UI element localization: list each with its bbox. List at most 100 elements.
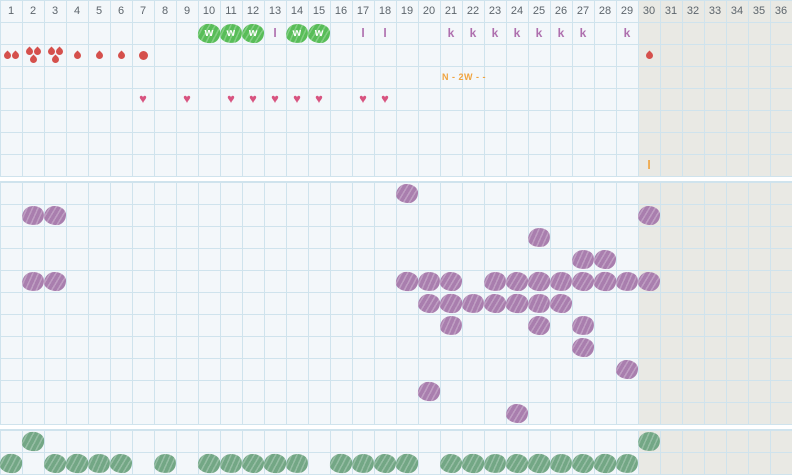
day-header: 16 (334, 5, 348, 17)
w-glyph: w (226, 26, 236, 39)
spot-icon (138, 50, 148, 60)
after-cycle-strip (638, 0, 792, 176)
purple-scribble-icon (395, 182, 419, 204)
letter-k-mark: k (462, 22, 484, 44)
purple-scribble-icon (21, 270, 45, 292)
day-header: 27 (576, 5, 590, 17)
sage-scribble-icon (483, 452, 507, 474)
sage-scribble-icon (505, 452, 529, 474)
green-scribble-mark (483, 452, 507, 474)
purple-scribble-icon (615, 358, 639, 380)
green-scribble-mark (527, 452, 551, 474)
day-header: 22 (466, 5, 480, 17)
green-scribble-mark (461, 452, 485, 474)
after-cycle-strip (638, 182, 792, 424)
drops-group (69, 50, 86, 60)
day-header: 4 (73, 5, 81, 17)
purple-scribble-mark (549, 270, 573, 292)
flow-drops-3-mark (22, 44, 44, 66)
drop-icon (50, 54, 60, 64)
purple-scribble-icon (505, 293, 529, 313)
purple-scribble-icon (549, 270, 573, 292)
heart-icon: ♥ (227, 91, 235, 106)
day-header: 10 (202, 5, 216, 17)
purple-scribble-mark (593, 270, 617, 292)
drops-group (46, 46, 64, 64)
green-scribble-mark (21, 430, 45, 452)
green-scribble-mark (571, 452, 595, 474)
sage-scribble-icon (109, 452, 133, 474)
mucus-w-mark: w (219, 22, 243, 44)
purple-scribble-mark (439, 292, 463, 314)
sage-scribble-icon (197, 453, 221, 473)
purple-scribble-icon (439, 270, 463, 292)
letter-k-mark: k (616, 22, 638, 44)
purple-scribble-mark (461, 292, 485, 314)
purple-scribble-mark (417, 292, 441, 314)
purple-scribble-mark (615, 270, 639, 292)
letter-glyph: l (273, 26, 277, 40)
section-middle (0, 181, 792, 425)
green-scribble-icon: w (197, 23, 221, 43)
purple-scribble-icon (461, 292, 485, 314)
purple-scribble-icon (483, 270, 507, 292)
green-scribble-mark (637, 430, 661, 452)
purple-scribble-mark (21, 270, 45, 292)
day-header: 33 (708, 5, 722, 17)
green-scribble-mark (109, 452, 133, 474)
green-scribble-icon: w (307, 22, 331, 44)
flow-drops-1-mark (110, 44, 132, 66)
day-header: 2 (29, 5, 37, 17)
drop-icon (2, 50, 12, 60)
day-header: 32 (686, 5, 700, 17)
purple-scribble-icon (571, 270, 595, 292)
green-scribble-mark (351, 452, 375, 474)
heart-icon: ♥ (293, 91, 301, 106)
mucus-w-mark: w (197, 22, 221, 44)
letter-glyph: k (469, 26, 477, 40)
purple-scribble-mark (527, 314, 551, 336)
letter-k-mark: k (528, 22, 550, 44)
sage-scribble-icon (241, 452, 265, 474)
green-scribble-icon: w (241, 22, 265, 44)
day-header: 36 (774, 5, 788, 17)
green-scribble-mark (549, 452, 573, 474)
purple-scribble-mark (483, 292, 507, 314)
purple-scribble-mark (395, 182, 419, 204)
intimacy-heart-mark: ♥ (374, 88, 396, 110)
day-header: 20 (422, 5, 436, 17)
after-cycle-strip (638, 430, 792, 474)
purple-scribble-mark (43, 270, 67, 292)
sage-scribble-icon (571, 452, 595, 474)
w-glyph: w (204, 26, 214, 39)
orange-l-mark: l (638, 154, 660, 176)
letter-k-mark: k (440, 22, 462, 44)
purple-scribble-icon (417, 381, 441, 401)
letter-l-mark: l (374, 22, 396, 44)
intimacy-heart-mark: ♥ (286, 88, 308, 110)
day-header: 11 (225, 5, 237, 17)
purple-scribble-icon (593, 248, 617, 270)
green-scribble-mark (329, 452, 353, 474)
day-header: 25 (532, 5, 546, 17)
letter-l-mark: l (352, 22, 374, 44)
green-scribble-mark (43, 452, 67, 474)
letter-k-mark: k (572, 22, 594, 44)
sage-scribble-icon (395, 453, 419, 473)
intimacy-heart-mark: ♥ (132, 88, 154, 110)
day-header: 34 (730, 5, 744, 17)
green-scribble-mark (263, 452, 287, 474)
drop-icon (10, 50, 20, 60)
day-header: 35 (752, 5, 766, 17)
day-header: 28 (598, 5, 612, 17)
green-scribble-mark (285, 452, 309, 474)
green-scribble-mark (87, 452, 111, 474)
purple-scribble-mark (505, 270, 529, 292)
flow-drops-1-mark (66, 44, 88, 66)
purple-scribble-icon (637, 270, 661, 292)
sage-scribble-icon (549, 452, 573, 474)
purple-scribble-icon (527, 314, 551, 336)
sage-scribble-icon (21, 431, 45, 451)
green-scribble-mark (395, 452, 419, 474)
